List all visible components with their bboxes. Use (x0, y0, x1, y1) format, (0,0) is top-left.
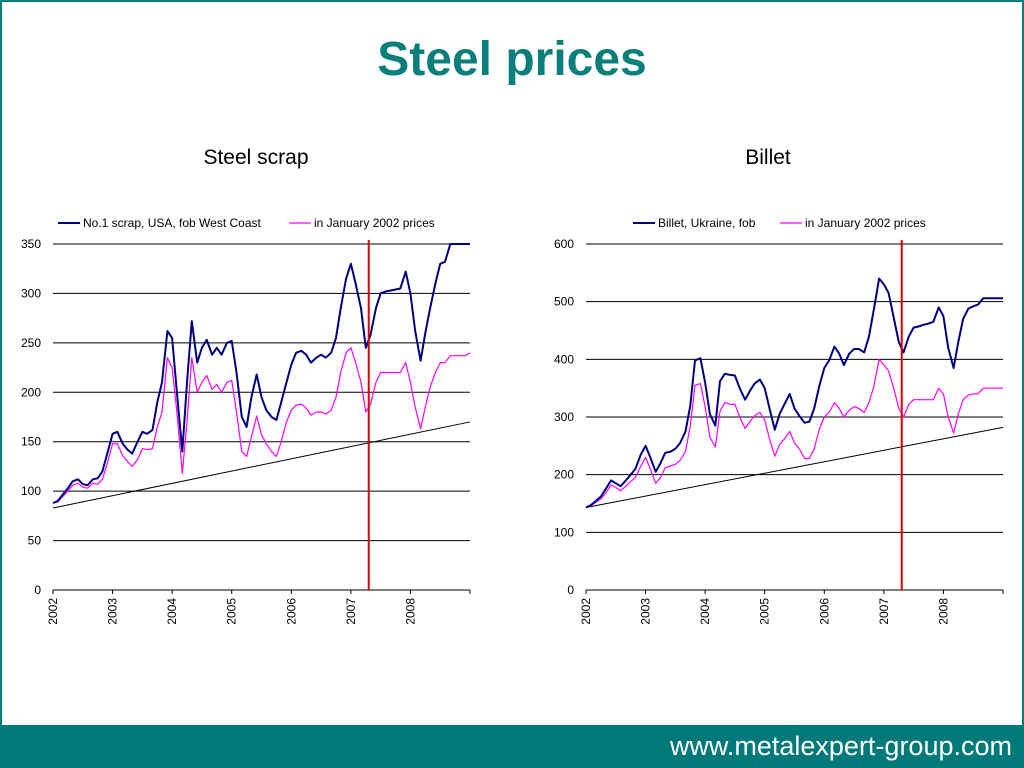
y-tick-label: 600 (554, 237, 574, 251)
y-tick-label: 300 (21, 286, 41, 300)
y-tick-label: 50 (28, 534, 42, 548)
y-tick-label: 0 (567, 583, 574, 597)
chart-title-steel-scrap: Steel scrap (203, 146, 309, 169)
x-tick-label: 2004 (165, 598, 179, 625)
chart-title-billet: Billet (745, 146, 791, 169)
series-line (585, 358, 1003, 509)
y-tick-label: 250 (21, 336, 41, 350)
y-tick-label: 100 (554, 525, 574, 539)
y-tick-label: 100 (21, 484, 41, 498)
x-tick-label: 2004 (698, 598, 712, 625)
legend-label: No.1 scrap, USA, fob West Coast (83, 216, 262, 230)
x-tick-label: 2005 (225, 598, 239, 625)
footer-url[interactable]: www.metalexpert-group.com (669, 731, 1012, 761)
footer-bar: www.metalexpert-group.com (0, 725, 1024, 768)
y-tick-label: 200 (21, 385, 41, 399)
x-tick-label: 2007 (877, 598, 891, 625)
steel-scrap-chart: 0 50 100 150 200 250 300 350 2002 2003 2004 2005 200… (21, 216, 471, 625)
x-tick-label: 2003 (639, 598, 653, 625)
x-tick-label: 2007 (344, 598, 358, 625)
y-tick-label: 500 (554, 295, 574, 309)
billet-chart: 0 100 200 300 400 500 600 2002 2003 2004 2005 2006 2… (554, 216, 1004, 625)
series-line (52, 243, 470, 504)
legend-label: Billet, Ukraine, fob (658, 216, 756, 230)
x-tick-label: 2008 (936, 598, 950, 625)
trend-line (585, 426, 1004, 509)
y-tick-label: 400 (554, 352, 574, 366)
legend-label: in January 2002 prices (805, 216, 926, 230)
series-line (585, 277, 1003, 509)
y-tick-label: 200 (554, 468, 574, 482)
y-tick-label: 0 (34, 583, 41, 597)
y-tick-label: 150 (21, 435, 41, 449)
series-line (52, 347, 471, 504)
x-tick-label: 2002 (46, 598, 60, 625)
x-tick-label: 2006 (817, 598, 831, 625)
trend-line (52, 421, 471, 509)
x-tick-label: 2006 (284, 598, 298, 625)
x-tick-label: 2003 (106, 598, 120, 625)
x-tick-label: 2005 (758, 598, 772, 625)
y-tick-label: 300 (554, 410, 574, 424)
x-tick-label: 2002 (579, 598, 593, 625)
legend-label: in January 2002 prices (314, 216, 435, 230)
slide-title: Steel prices (377, 33, 647, 86)
x-tick-label: 2008 (403, 598, 417, 625)
y-tick-label: 350 (21, 237, 41, 251)
